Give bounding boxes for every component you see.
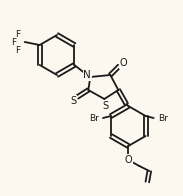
Text: N: N (83, 70, 91, 80)
Text: O: O (119, 58, 127, 68)
Text: S: S (102, 101, 108, 111)
Text: F: F (11, 37, 16, 46)
Text: Br: Br (89, 113, 99, 122)
Text: F: F (15, 30, 20, 38)
Text: S: S (70, 96, 76, 106)
Text: F: F (15, 45, 20, 54)
Text: O: O (124, 155, 132, 165)
Text: Br: Br (158, 113, 168, 122)
